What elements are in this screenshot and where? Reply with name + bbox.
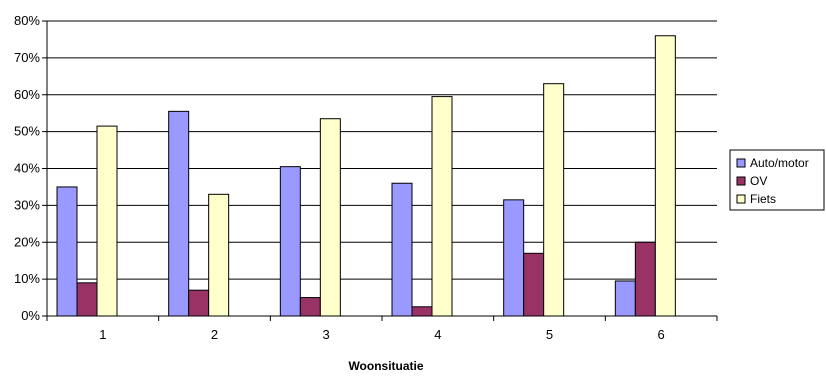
legend-box bbox=[729, 149, 825, 211]
legend: Auto/motor OV Fiets bbox=[729, 149, 825, 211]
y-tick-label: 0% bbox=[21, 308, 40, 323]
bar-auto-motor-1 bbox=[56, 186, 78, 317]
y-tick-label: 20% bbox=[14, 234, 40, 249]
y-tick-label: 70% bbox=[14, 50, 40, 65]
y-axis-ticks: 0% 10% 20% 30% 40% 50% 60% 70% 80% bbox=[14, 13, 47, 323]
x-tick-label: 5 bbox=[546, 327, 553, 342]
y-tick-label: 10% bbox=[14, 271, 40, 286]
legend-swatch bbox=[736, 158, 746, 168]
x-tick-label: 1 bbox=[99, 327, 106, 342]
gridlines bbox=[47, 20, 717, 280]
bar-auto-motor-3 bbox=[279, 166, 301, 317]
bar-fiets-6 bbox=[654, 35, 676, 317]
bar-ov-2 bbox=[188, 289, 210, 317]
bar-ov-1 bbox=[76, 282, 98, 317]
x-axis-ticks: 1 2 3 4 5 6 bbox=[46, 316, 718, 342]
y-tick-label: 30% bbox=[14, 197, 40, 212]
bar-ov-5 bbox=[523, 252, 545, 317]
legend-swatch bbox=[736, 194, 746, 204]
x-tick-label: 2 bbox=[211, 327, 218, 342]
bar-fiets-2 bbox=[208, 193, 230, 317]
bar-ov-6 bbox=[634, 241, 656, 317]
bar-fiets-3 bbox=[319, 118, 341, 317]
legend-swatch bbox=[736, 176, 746, 186]
y-tick-label: 50% bbox=[14, 124, 40, 139]
bar-ov-3 bbox=[299, 297, 321, 317]
bar-auto-motor-5 bbox=[503, 199, 525, 317]
legend-label: Fiets bbox=[750, 192, 776, 206]
bar-fiets-4 bbox=[431, 96, 453, 317]
x-tick-label: 4 bbox=[434, 327, 441, 342]
bar-auto-motor-2 bbox=[168, 110, 190, 317]
bar-ov-4 bbox=[411, 306, 433, 317]
legend-label: OV bbox=[750, 174, 767, 188]
bar-auto-motor-4 bbox=[391, 182, 413, 317]
bars bbox=[56, 35, 676, 317]
y-tick-label: 60% bbox=[14, 87, 40, 102]
bar-auto-motor-6 bbox=[614, 280, 636, 317]
x-tick-label: 3 bbox=[323, 327, 330, 342]
y-tick-label: 80% bbox=[14, 13, 40, 28]
legend-label: Auto/motor bbox=[750, 156, 809, 170]
x-tick-label: 6 bbox=[658, 327, 665, 342]
bar-fiets-5 bbox=[543, 83, 565, 317]
bar-fiets-1 bbox=[96, 125, 118, 317]
x-axis-label: Woonsituatie bbox=[348, 359, 423, 373]
y-tick-label: 40% bbox=[14, 161, 40, 176]
